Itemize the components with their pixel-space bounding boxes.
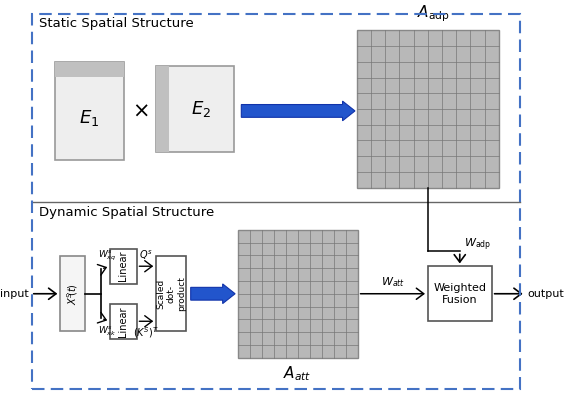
Text: Weighted
Fusion: Weighted Fusion <box>433 283 486 305</box>
Bar <box>110 249 136 284</box>
Text: $A_{\mathrm{adp}}$: $A_{\mathrm{adp}}$ <box>417 4 450 24</box>
Text: $\times$: $\times$ <box>132 101 148 121</box>
Bar <box>238 230 358 358</box>
Polygon shape <box>241 101 355 121</box>
Bar <box>357 30 499 188</box>
Text: $A_{att}$: $A_{att}$ <box>284 364 312 383</box>
Text: $E_1$: $E_1$ <box>80 108 100 128</box>
Text: $W^s_{xk}$: $W^s_{xk}$ <box>98 324 117 338</box>
Bar <box>55 62 124 160</box>
Text: Static Spatial Structure: Static Spatial Structure <box>39 17 193 30</box>
Text: input: input <box>1 289 29 299</box>
Polygon shape <box>191 284 235 303</box>
Bar <box>156 66 169 152</box>
Bar <box>110 303 136 339</box>
Text: Dynamic Spatial Structure: Dynamic Spatial Structure <box>39 206 214 219</box>
Text: $W^s_{xq}$: $W^s_{xq}$ <box>98 249 116 263</box>
Text: output: output <box>527 289 564 299</box>
Text: $(K^S)^T$: $(K^S)^T$ <box>133 325 160 340</box>
Bar <box>55 62 124 76</box>
Text: Scaled
dot-
product: Scaled dot- product <box>156 276 186 311</box>
Bar <box>156 256 186 331</box>
Bar <box>156 66 234 152</box>
Text: $E_2$: $E_2$ <box>191 99 212 119</box>
Text: $W_{\mathrm{adp}}$: $W_{\mathrm{adp}}$ <box>464 236 491 253</box>
Text: Linear: Linear <box>118 306 128 336</box>
Text: $W_{att}$: $W_{att}$ <box>381 275 405 289</box>
Bar <box>428 266 492 321</box>
Text: $Q^s$: $Q^s$ <box>139 249 153 262</box>
Text: Linear: Linear <box>118 251 128 281</box>
Text: $X^S\!\!(t)$: $X^S\!\!(t)$ <box>65 283 80 305</box>
Bar <box>60 256 85 331</box>
